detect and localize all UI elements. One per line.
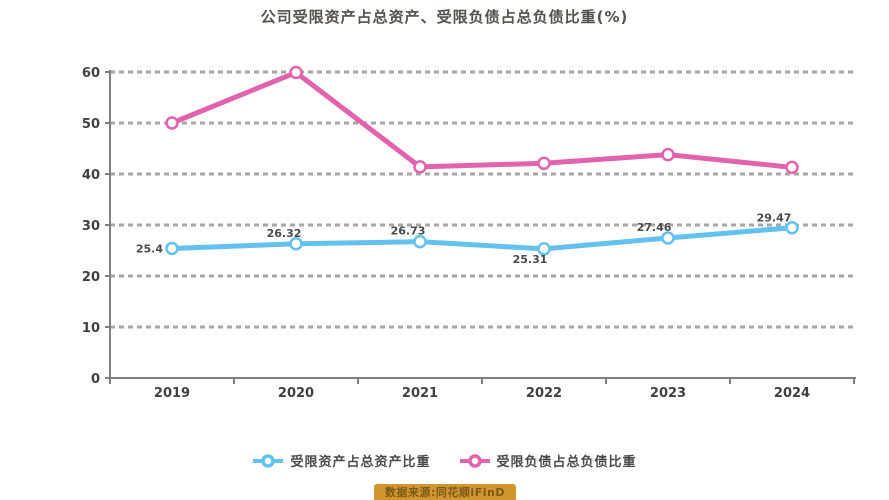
x-axis-tick-label: 2021 <box>402 386 438 401</box>
legend-item-1[interactable]: 受限负债占总负债比重 <box>459 451 637 470</box>
x-axis-tick-label: 2023 <box>650 386 686 401</box>
x-axis-tick-label: 2020 <box>278 386 314 401</box>
legend-label: 受限资产占总资产比重 <box>290 455 431 470</box>
data-point-marker[interactable] <box>537 242 551 256</box>
data-point-marker[interactable] <box>537 156 551 171</box>
series-line <box>169 225 795 252</box>
x-axis-tick-label: 2019 <box>154 386 190 401</box>
data-point-label: 26.32 <box>267 227 302 240</box>
data-source-badge: 数据来源:同花顺iFinD <box>374 484 516 500</box>
y-axis-tick-label: 60 <box>82 66 100 81</box>
legend-item-0[interactable]: 受限资产占总资产比重 <box>252 451 430 470</box>
chart-legend: 受限资产占总资产比重 受限负债占总负债比重 <box>0 451 889 470</box>
y-axis-tick-label: 50 <box>82 117 100 132</box>
data-point-marker[interactable] <box>165 116 179 130</box>
data-point-label: 27.46 <box>637 221 672 234</box>
x-axis-tick-label: 2022 <box>526 386 562 401</box>
legend-ring-marker-icon <box>253 453 284 468</box>
data-point-marker[interactable] <box>289 237 303 251</box>
line-chart-plot-area: 0 10 20 30 40 50 60 2019 2020 2021 2022 2023 2024 25.… <box>82 65 856 401</box>
legend-label: 受限负债占总负债比重 <box>496 455 637 470</box>
x-axis-tick-label: 2024 <box>774 386 810 401</box>
data-point-marker[interactable] <box>785 160 799 175</box>
y-axis-tick-label: 10 <box>82 321 100 336</box>
data-point-marker[interactable] <box>785 220 799 235</box>
data-point-label: 25.31 <box>513 253 548 266</box>
y-axis-tick-label: 40 <box>82 168 100 183</box>
data-point-marker[interactable] <box>165 241 179 256</box>
data-point-marker[interactable] <box>661 147 675 162</box>
series-line <box>169 70 795 170</box>
y-axis-tick-label: 20 <box>82 270 100 285</box>
y-axis-tick-label: 30 <box>82 219 100 234</box>
y-axis-tick-label: 0 <box>91 372 100 387</box>
data-point-marker[interactable] <box>413 160 427 174</box>
data-point-marker[interactable] <box>661 231 675 245</box>
data-point-label: 29.47 <box>757 212 792 225</box>
legend-ring-marker-icon <box>459 453 490 468</box>
data-point-marker[interactable] <box>413 234 427 249</box>
data-point-label: 26.73 <box>391 225 426 238</box>
data-point-label: 25.4 <box>136 242 163 255</box>
data-point-marker[interactable] <box>289 65 303 80</box>
chart-title: 公司受限资产占总资产、受限负债占总负债比重(%) <box>260 8 629 26</box>
